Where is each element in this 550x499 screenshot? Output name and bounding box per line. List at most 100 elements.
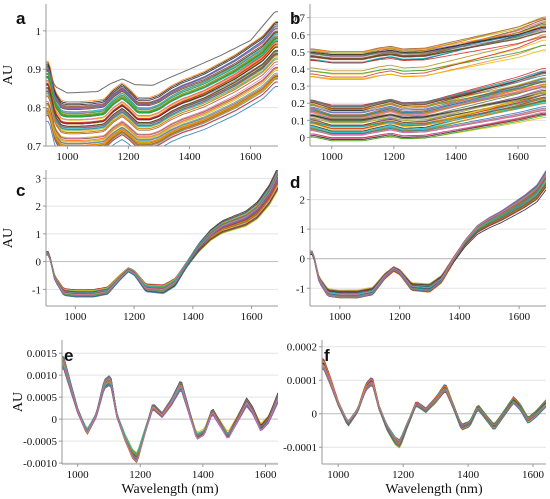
y-tick-label: 0.2 <box>291 98 305 110</box>
series-line <box>46 181 278 293</box>
series-line <box>46 175 278 295</box>
x-tick-label: 1000 <box>321 151 344 163</box>
series-line <box>62 366 278 458</box>
series-line <box>310 176 546 298</box>
series-line <box>46 170 278 296</box>
panel-letter: d <box>290 173 300 192</box>
series-line <box>310 181 546 294</box>
panel-f: 1000 1200 1400 1600 -0.0001 0 0.0001 0.0002 f Wav… <box>283 340 546 497</box>
series-line <box>46 186 278 293</box>
series-line <box>310 173 546 296</box>
x-tick-label: 1200 <box>129 469 152 481</box>
y-tick-label: 0.3 <box>291 81 305 93</box>
series-line <box>310 178 546 299</box>
series-line <box>62 365 278 458</box>
y-tick-label: 3 <box>36 173 42 185</box>
series-line <box>46 179 278 294</box>
series-line <box>46 188 278 294</box>
series-line <box>46 178 278 291</box>
x-tick-label: 1200 <box>392 469 415 481</box>
series-line <box>46 176 278 296</box>
series-line <box>310 184 546 293</box>
y-tick-label: 0.7 <box>27 141 41 153</box>
series-line <box>310 115 546 142</box>
series-line <box>46 181 278 295</box>
series-line <box>310 171 546 299</box>
series-line <box>46 33 278 115</box>
series-line <box>310 179 546 297</box>
series-line <box>46 77 278 146</box>
series-line <box>310 181 546 295</box>
series-line <box>310 182 546 293</box>
series-line <box>310 31 546 60</box>
series-line <box>310 36 546 78</box>
series-line <box>62 363 278 462</box>
series-line <box>310 174 546 294</box>
series-line <box>46 170 278 295</box>
y-tick-label: 0 <box>36 257 42 269</box>
series-line <box>46 69 278 143</box>
series-line <box>310 183 546 295</box>
series-line <box>310 72 546 108</box>
series-line <box>310 26 546 56</box>
series-line <box>46 176 278 296</box>
series-line <box>46 178 278 295</box>
series-line <box>46 32 278 110</box>
series-line <box>310 186 546 294</box>
x-tick-label: 1600 <box>254 469 277 481</box>
y-tick-label: -1 <box>296 283 305 295</box>
series-line <box>46 180 278 295</box>
series-line <box>310 170 546 297</box>
y-tick-label: 1 <box>300 224 306 236</box>
x-tick-label: 1400 <box>448 311 471 323</box>
series-line <box>46 86 278 146</box>
series-line <box>46 66 278 140</box>
series-line <box>46 64 278 139</box>
series-line <box>310 102 546 128</box>
outlier-line <box>46 11 278 94</box>
series-line <box>62 363 278 460</box>
series-line <box>310 176 546 292</box>
y-tick-label: -1 <box>32 284 41 296</box>
series-line <box>46 23 278 106</box>
series-line <box>46 183 278 293</box>
y-axis-label: AU <box>1 228 16 248</box>
series-line <box>310 49 546 80</box>
series-line <box>310 186 546 293</box>
series-line <box>310 94 546 119</box>
series-line <box>62 358 278 462</box>
series-line <box>310 78 546 117</box>
series-line <box>310 170 546 299</box>
series-line <box>310 171 546 297</box>
series-line <box>310 177 546 295</box>
series-line <box>46 182 278 295</box>
series-group <box>46 11 278 146</box>
series-line <box>46 174 278 296</box>
series-line <box>46 81 278 146</box>
y-tick-label: 0 <box>52 414 58 426</box>
series-line <box>310 173 546 294</box>
series-line <box>62 368 278 458</box>
y-tick-label: -0.0005 <box>23 436 57 448</box>
x-tick-label: 1000 <box>64 311 87 323</box>
series-line <box>46 58 278 133</box>
series-line <box>62 358 278 463</box>
series-line <box>46 170 278 296</box>
series-group <box>310 170 546 299</box>
series-line <box>46 170 278 295</box>
series-line <box>310 94 546 130</box>
y-tick-label: 0.0001 <box>287 375 317 387</box>
series-group <box>62 355 278 464</box>
x-tick-label: 1600 <box>522 469 545 481</box>
x-axis-label: Wavelength (nm) <box>121 482 219 497</box>
series-line <box>310 177 546 299</box>
y-tick-label: 0.7 <box>291 13 305 25</box>
series-line <box>46 35 278 114</box>
series-line <box>310 171 546 299</box>
series-line <box>46 174 278 297</box>
series-line <box>46 171 278 296</box>
y-tick-label: 0.0015 <box>27 348 58 360</box>
series-line <box>310 179 546 297</box>
series-line <box>310 173 546 297</box>
